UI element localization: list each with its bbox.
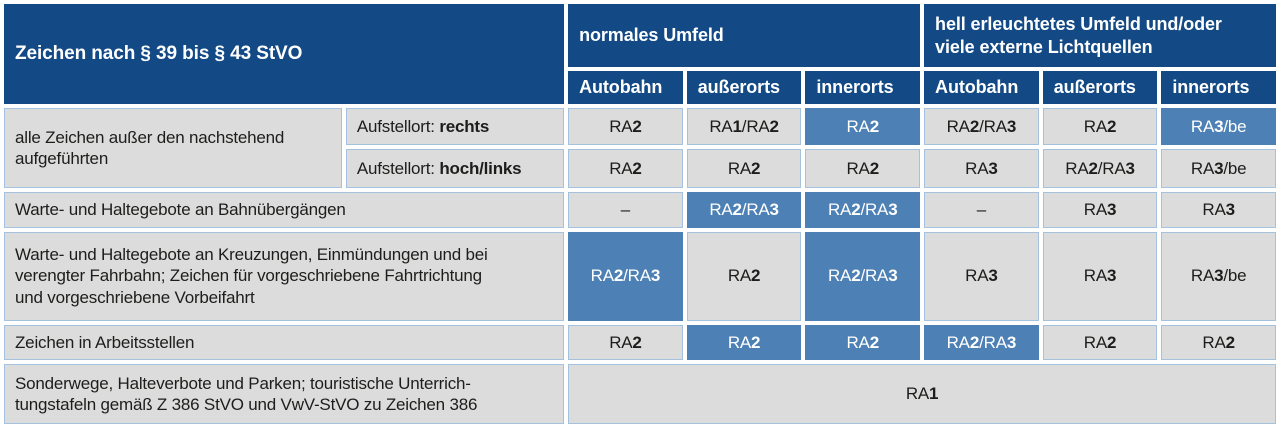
value-cell: RA2/RA3: [568, 231, 683, 321]
value-cell: RA3/be: [1161, 108, 1276, 146]
table-row: alle Zeichen außer den nachstehend aufge…: [4, 108, 1276, 189]
aufstellort-value: rechts: [439, 117, 490, 137]
row-label-kreuzungen: Warte- und Haltegebote an Kreuzungen, Ei…: [4, 231, 565, 321]
table-row: Aufstellort: hoch/links RA2 RA2 RA2 RA3 …: [4, 149, 1276, 189]
value-cell: RA3: [1042, 231, 1158, 321]
header-group-row: Zeichen nach § 39 bis § 43 StVO normales…: [4, 4, 1276, 105]
value-cell: RA3: [924, 231, 1039, 321]
value-cell: RA2: [805, 149, 921, 189]
row-label-alle-zeichen: alle Zeichen außer den nachstehend aufge…: [4, 108, 342, 189]
value-cell: RA2: [1042, 324, 1158, 360]
table-row: Zeichen in Arbeitsstellen RA2 RA2 RA2 RA…: [4, 324, 1276, 360]
column-header-innerorts-2: innerorts: [1161, 71, 1276, 105]
value-cell: RA3/be: [1161, 149, 1276, 189]
value-cell: RA2/RA3: [924, 324, 1039, 360]
value-cell: –: [568, 192, 683, 228]
value-cell: RA2/RA3: [924, 108, 1039, 146]
column-group-normal-umfeld: normales Umfeld: [568, 4, 921, 68]
column-header-autobahn-2: Autobahn: [924, 71, 1039, 105]
value-cell: RA2: [686, 149, 802, 189]
row-label-sonderwege: Sonderwege, Halteverbote und Parken; tou…: [4, 363, 565, 424]
value-cell: RA2/RA3: [1042, 149, 1158, 189]
value-cell: RA2/RA3: [805, 192, 921, 228]
column-header-ausserorts-2: außerorts: [1042, 71, 1158, 105]
aufstellort-prefix: Aufstellort:: [356, 117, 440, 137]
value-cell: RA2: [568, 324, 683, 360]
merged-value-cell: RA1: [568, 363, 1276, 424]
value-cell: RA2/RA3: [805, 231, 921, 321]
value-cell: RA2: [805, 108, 921, 146]
table-row: Sonderwege, Halteverbote und Parken; tou…: [4, 363, 1276, 424]
column-group-hell-erleuchtet: hell erleuchtetes Umfeld und/oder viele …: [924, 4, 1276, 68]
value-cell: RA3: [924, 149, 1039, 189]
row-label-arbeitsstellen: Zeichen in Arbeitsstellen: [4, 324, 565, 360]
row-label-bahnuebergaenge: Warte- und Haltegebote an Bahnübergängen: [4, 192, 565, 228]
column-header-ausserorts-1: außerorts: [686, 71, 802, 105]
value-cell: RA2: [1042, 108, 1158, 146]
aufstellort-rechts-cell: Aufstellort: rechts: [345, 108, 565, 146]
value-cell: RA2: [1161, 324, 1276, 360]
table-row: Warte- und Haltegebote an Bahnübergängen…: [4, 192, 1276, 228]
value-cell: RA2/RA3: [686, 192, 802, 228]
value-cell: RA2: [568, 108, 683, 146]
value-cell: RA2: [568, 149, 683, 189]
value-cell: RA2: [686, 324, 802, 360]
table-title: Zeichen nach § 39 bis § 43 StVO: [4, 4, 565, 105]
value-cell: RA3: [1161, 192, 1276, 228]
value-cell: RA2: [686, 231, 802, 321]
aufstellort-value: hoch/links: [439, 159, 522, 179]
value-cell: RA3/be: [1161, 231, 1276, 321]
column-header-innerorts-1: innerorts: [805, 71, 921, 105]
header-column-row: Autobahn außerorts innerorts Autobahn au…: [4, 71, 1276, 105]
value-cell: RA1/RA2: [686, 108, 802, 146]
column-header-autobahn-1: Autobahn: [568, 71, 683, 105]
aufstellort-prefix: Aufstellort:: [356, 159, 440, 179]
value-cell: –: [924, 192, 1039, 228]
value-cell: RA3: [1042, 192, 1158, 228]
table-row: Warte- und Haltegebote an Kreuzungen, Ei…: [4, 231, 1276, 321]
value-cell: RA2: [805, 324, 921, 360]
aufstellort-hoch-links-cell: Aufstellort: hoch/links: [345, 149, 565, 189]
